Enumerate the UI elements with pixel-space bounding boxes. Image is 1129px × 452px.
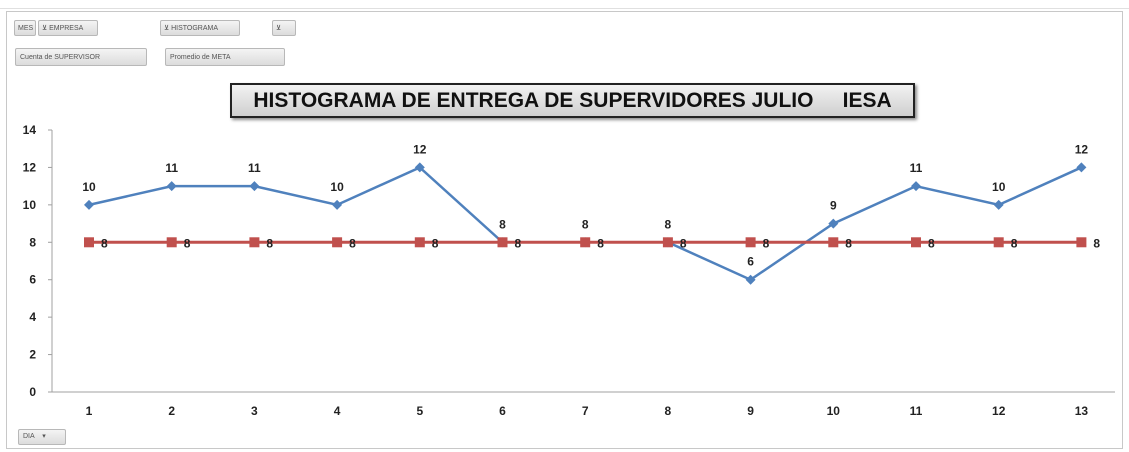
data-point [993,199,1004,210]
data-label: 11 [910,161,923,175]
data-point [911,181,921,192]
data-point [497,237,508,248]
y-tick-label: 0 [29,385,36,399]
data-point [993,237,1004,248]
data-label: 8 [499,217,506,231]
data-label: 8 [515,236,522,250]
x-tick-label: 12 [992,404,1006,418]
data-point [332,199,343,210]
filter-mes-button[interactable]: MES [14,20,36,36]
x-tick-label: 7 [582,404,589,418]
top-cut-text [0,0,1129,9]
filter-funnel-icon: ⊻ [276,25,282,32]
value-field-average-meta[interactable]: Promedio de META [165,48,285,66]
data-point [1076,237,1087,248]
data-label: 8 [597,236,604,250]
x-tick-label: 6 [499,404,506,418]
data-label: 9 [830,199,837,213]
data-label: 8 [432,236,439,250]
filter-empresa-button[interactable]: ⊻ EMPRESA [38,20,98,36]
y-tick-label: 8 [29,235,36,249]
filter-funnel-icon: ⊻ [42,25,48,32]
x-tick-label: 5 [416,404,423,418]
filter-mes-label: MES [18,25,34,32]
data-label: 11 [165,161,178,175]
data-point [1076,162,1087,173]
chevron-down-icon: ▾ [42,433,46,440]
data-label: 8 [582,217,589,231]
data-label: 8 [266,236,273,250]
data-label: 8 [184,236,191,250]
x-tick-label: 4 [334,404,341,418]
value-field-label: Promedio de META [170,54,231,61]
data-label: 6 [747,255,754,269]
x-tick-label: 3 [251,404,258,418]
data-label: 12 [413,142,427,156]
y-tick-label: 12 [23,160,37,174]
x-tick-label: 8 [665,404,672,418]
data-point [745,274,756,285]
data-point [828,218,839,229]
data-label: 10 [992,180,1006,194]
y-tick-label: 14 [23,123,37,137]
filter-empresa-label: EMPRESA [49,25,84,32]
data-label: 8 [763,236,770,250]
data-point [84,237,94,248]
data-point [662,237,673,248]
y-tick-label: 4 [29,310,36,324]
x-tick-label: 2 [168,404,175,418]
x-tick-label: 11 [910,404,923,418]
axis-field-label: DIA [23,433,35,440]
data-label: 8 [680,236,687,250]
filter-histograma-dropdown[interactable]: ⊻ [272,20,296,36]
y-tick-label: 2 [29,348,36,362]
data-label: 8 [101,236,108,250]
data-label: 8 [1011,236,1018,250]
x-tick-label: 10 [827,404,841,418]
data-label: 8 [928,236,935,250]
x-tick-label: 13 [1075,404,1089,418]
data-point [414,162,425,173]
data-label: 12 [1075,142,1089,156]
data-point [249,237,260,248]
data-label: 10 [82,180,96,194]
value-field-label: Cuenta de SUPERVISOR [20,54,101,61]
data-label: 11 [248,161,261,175]
y-tick-label: 6 [29,273,36,287]
data-label: 8 [665,217,672,231]
x-tick-label: 9 [747,404,754,418]
data-point [249,181,260,192]
filter-histograma-label: HISTOGRAMA [171,25,219,32]
chart-title: HISTOGRAMA DE ENTREGA DE SUPERVIDORES JU… [230,83,915,118]
data-point [580,237,591,248]
x-tick-label: 1 [86,404,93,418]
filter-funnel-icon: ⊻ [164,25,170,32]
filter-histograma-button[interactable]: ⊻ HISTOGRAMA [160,20,240,36]
data-point [332,237,343,248]
data-label: 8 [1093,236,1100,250]
data-point [745,237,756,248]
y-tick-label: 10 [23,198,37,212]
axis-field-dia-button[interactable]: DIA ▾ [18,429,66,445]
data-label: 8 [845,236,852,250]
data-point [166,181,177,192]
data-point [166,237,177,248]
data-point [84,199,94,210]
data-point [414,237,425,248]
data-point [828,237,839,248]
data-label: 10 [330,180,344,194]
data-point [911,237,921,248]
value-field-count-supervisor[interactable]: Cuenta de SUPERVISOR [15,48,147,66]
data-label: 8 [349,236,356,250]
